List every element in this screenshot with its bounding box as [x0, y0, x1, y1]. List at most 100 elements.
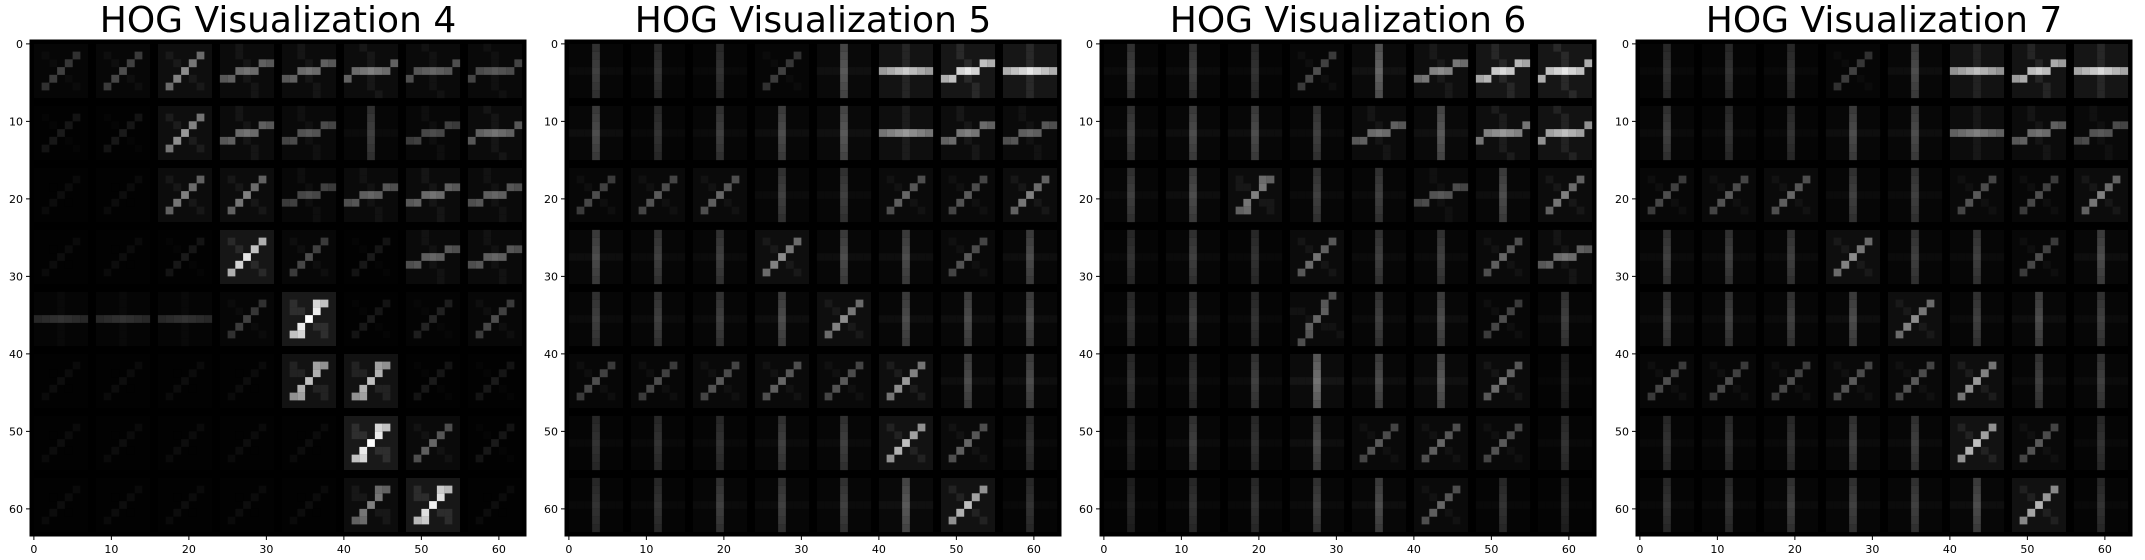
hog-pixel	[1545, 206, 1554, 215]
hog-pixel-weak	[374, 90, 383, 99]
hog-pixel	[1375, 51, 1383, 60]
hog-pixel	[1251, 276, 1259, 285]
hog-pixel-weak	[1872, 439, 1881, 447]
hog-pixel	[1849, 214, 1857, 223]
hog-pixel-weak	[1740, 439, 1749, 447]
hog-pixel-weak	[49, 121, 58, 130]
hog-pixel	[359, 384, 368, 393]
hog-pixel	[778, 136, 786, 145]
hog-pixel	[1911, 253, 1919, 261]
hog-pixel	[716, 485, 724, 494]
hog-cell	[282, 230, 336, 284]
hog-pixel-weak	[1678, 439, 1687, 447]
hog-pixel	[778, 105, 786, 114]
hog-pixel	[716, 322, 724, 331]
hog-pixel-weak	[1810, 439, 1819, 447]
hog-pixel	[1189, 276, 1197, 285]
hog-pixel-weak	[793, 392, 802, 401]
hog-pixel-weak	[1864, 392, 1873, 401]
hog-pixel-weak	[1033, 377, 1042, 385]
hog-cell	[405, 43, 461, 99]
hog-pixel-weak	[1980, 501, 1989, 509]
hog-pixel	[413, 136, 422, 145]
hog-pixel-weak	[1421, 423, 1430, 432]
hog-pixel	[1849, 431, 1857, 440]
hog-cell	[344, 354, 398, 408]
hog-pixel	[297, 446, 306, 455]
hog-pixel	[359, 446, 368, 455]
hog-cell	[96, 44, 150, 98]
hog-cell	[468, 416, 522, 470]
hog-pixel-weak	[1771, 175, 1780, 184]
hog-cell	[2011, 353, 2067, 409]
hog-pixel-weak	[41, 113, 50, 122]
hog-pixel	[902, 276, 910, 285]
hog-pixel-weak	[1049, 253, 1058, 261]
hog-pixel	[1561, 439, 1569, 447]
hog-cell	[941, 416, 995, 470]
hog-pixel-weak	[1732, 315, 1741, 323]
hog-pixel	[1957, 392, 1966, 401]
hog-pixel	[126, 369, 135, 378]
hog-pixel	[1251, 377, 1259, 385]
hog-pixel	[917, 175, 926, 184]
hog-pixel-weak	[1483, 237, 1492, 246]
hog-pixel-weak	[1670, 439, 1679, 447]
hog-pixel	[592, 431, 600, 440]
hog-pixel	[1911, 206, 1919, 215]
hog-pixel	[1725, 299, 1733, 308]
hog-pixel-weak	[1297, 51, 1306, 60]
hog-pixel	[1375, 229, 1383, 238]
hog-pixel-weak	[948, 237, 957, 246]
hog-pixel-weak	[1336, 129, 1345, 137]
hog-pixel	[1251, 253, 1259, 261]
hog-pixel	[716, 82, 724, 91]
hog-cell	[281, 105, 337, 161]
hog-pixel	[1864, 361, 1873, 370]
hog-pixel	[367, 121, 375, 130]
hog-cell	[630, 43, 686, 99]
hog-pixel	[2035, 377, 2043, 385]
hog-pixel-weak	[785, 260, 794, 269]
hog-pixel-weak	[1918, 501, 1927, 509]
hog-pixel-weak	[1973, 121, 1981, 130]
hog-pixel-weak	[902, 121, 910, 130]
hog-pixel	[778, 477, 786, 486]
hog-pixel	[475, 392, 484, 401]
hog-pixel-weak	[2097, 121, 2105, 130]
hog-cell	[1413, 291, 1469, 347]
hog-pixel	[390, 183, 399, 192]
hog-pixel-weak	[971, 260, 980, 269]
hog-pixel	[716, 454, 724, 463]
hog-pixel	[716, 260, 724, 269]
hog-pixel-weak	[475, 361, 484, 370]
hog-pixel	[778, 330, 786, 339]
hog-pixel-weak	[1297, 237, 1306, 246]
hog-pixel	[297, 384, 306, 393]
hog-pixel	[1189, 361, 1197, 370]
hog-pixel	[1328, 291, 1337, 300]
hog-pixel	[1251, 315, 1259, 323]
hog-pixel	[1787, 454, 1795, 463]
hog-pixel-weak	[971, 90, 980, 99]
hog-cell	[2011, 43, 2067, 99]
hog-pixel	[1911, 229, 1919, 238]
hog-pixel-weak	[1794, 384, 1803, 393]
hog-pixel-weak	[2081, 501, 2090, 509]
hog-pixel-weak	[638, 175, 647, 184]
hog-pixel-weak	[173, 493, 182, 502]
hog-cell	[1227, 353, 1283, 409]
hog-pixel-weak	[576, 175, 585, 184]
hog-pixel	[1452, 59, 1461, 68]
hog-pixel	[1313, 105, 1321, 114]
hog-pixel	[1251, 59, 1259, 68]
hog-pixel	[1375, 237, 1383, 246]
hog-pixel-weak	[1018, 183, 1027, 192]
hog-pixel-weak	[1367, 377, 1376, 385]
hog-pixel	[1127, 423, 1135, 432]
hog-pixel-weak	[1639, 129, 1648, 137]
hog-pixel-weak	[1841, 439, 1850, 447]
hog-pixel-weak	[134, 206, 143, 215]
hog-pixel-weak	[1825, 191, 1834, 199]
hog-pixel-weak	[2050, 206, 2059, 215]
